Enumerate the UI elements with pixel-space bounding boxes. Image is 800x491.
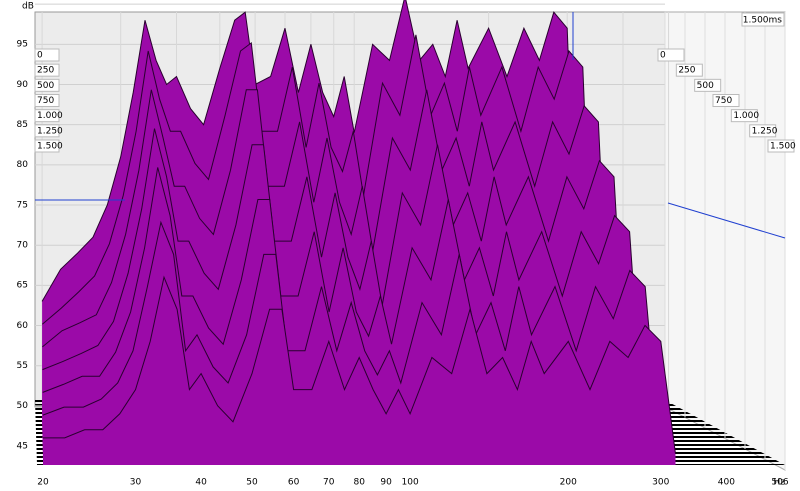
z-tick-label: 1.250 — [37, 126, 63, 136]
x-tick-label: 200 — [560, 478, 577, 488]
z-tick-label: 500 — [697, 81, 714, 91]
y-tick-label: 95 — [17, 40, 28, 50]
label-box — [767, 139, 795, 153]
label-box — [675, 63, 703, 77]
x-tick-label: 400 — [718, 478, 735, 488]
x-tick-label: 50 — [246, 478, 258, 488]
y-tick-label: 65 — [17, 281, 28, 291]
y-tick-label: 80 — [17, 160, 29, 170]
slice-line — [42, 167, 644, 433]
z-tick-label: 500 — [37, 81, 54, 91]
x-tick-label: 300 — [652, 478, 669, 488]
label-box — [34, 63, 60, 77]
x-tick-label: 70 — [323, 478, 335, 488]
label-box — [694, 78, 722, 92]
x-tick-label: 60 — [288, 478, 300, 488]
label-box — [741, 12, 785, 27]
y-tick-label: 55 — [17, 361, 28, 371]
y-tick-label: 70 — [17, 241, 29, 251]
label-box — [34, 78, 60, 92]
z-tick-label: 250 — [37, 66, 54, 76]
slice-line — [41, 0, 581, 366]
label-box — [34, 109, 60, 123]
slice-line — [43, 275, 676, 454]
label-box — [34, 139, 60, 153]
cursor-line — [667, 202, 786, 239]
x-tick-label: 30 — [130, 478, 142, 488]
label-box — [730, 109, 758, 123]
label-box — [749, 124, 777, 138]
y-tick-label: 85 — [17, 120, 28, 130]
z-tick-label: 0 — [660, 51, 666, 61]
z-tick-label: 1.500 — [770, 142, 796, 152]
label-box — [34, 124, 60, 138]
slice-line — [42, 220, 660, 448]
y-tick-label: 50 — [17, 401, 29, 411]
slice-line — [41, 34, 597, 389]
x-tick-label: 80 — [354, 478, 366, 488]
slice-line — [42, 128, 629, 418]
y-tick-label: 75 — [17, 200, 28, 210]
cursor-label: 1.500ms — [743, 16, 783, 26]
z-tick-label: 1.000 — [733, 111, 759, 121]
label-box — [34, 94, 60, 107]
z-tick-label: 1.250 — [752, 126, 778, 136]
x-tick-label: 506 — [771, 478, 788, 488]
x-tick-label: 40 — [195, 478, 207, 488]
x-tick-label: 90 — [380, 478, 392, 488]
slices — [41, 0, 676, 465]
label-box — [34, 48, 60, 62]
y-axis-label: dB — [22, 2, 34, 12]
y-tick-label: 45 — [17, 441, 28, 451]
label-box — [712, 94, 740, 107]
z-tick-label: 0 — [37, 51, 43, 61]
z-tick-label: 750 — [37, 96, 54, 106]
label-box — [657, 48, 685, 62]
z-tick-label: 1.000 — [37, 111, 63, 121]
x-tick-label: 20 — [37, 478, 49, 488]
x-axis-label: Hz — [774, 478, 786, 488]
z-tick-label: 750 — [715, 96, 732, 106]
slice-fill — [43, 277, 676, 465]
z-tick-label: 250 — [678, 66, 695, 76]
x-tick-label: 100 — [402, 478, 419, 488]
z-tick-label: 1.500 — [37, 142, 63, 152]
y-tick-label: 60 — [17, 321, 29, 331]
slice-line — [42, 89, 613, 404]
y-tick-label: 90 — [17, 80, 29, 90]
